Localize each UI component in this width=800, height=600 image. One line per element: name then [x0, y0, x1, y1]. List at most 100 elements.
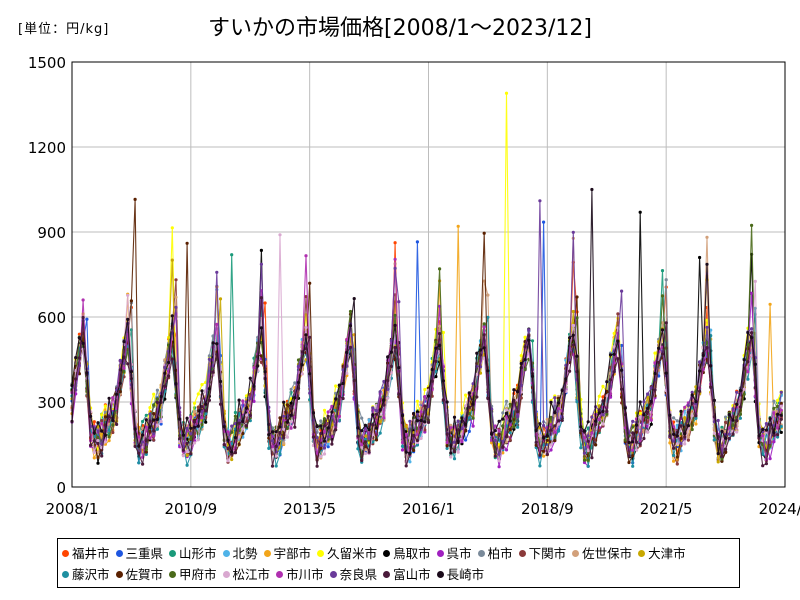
data-point — [664, 371, 668, 375]
data-point — [738, 388, 743, 393]
data-point — [252, 366, 256, 370]
data-point — [389, 364, 393, 368]
data-point — [519, 361, 523, 366]
data-point — [107, 428, 111, 432]
data-point — [549, 443, 553, 447]
data-point — [530, 374, 535, 378]
data-point — [452, 457, 457, 461]
data-point — [100, 454, 104, 458]
data-point — [638, 442, 642, 446]
legend-item: 福井市 — [62, 543, 110, 564]
data-point — [270, 464, 275, 468]
data-point — [761, 464, 765, 468]
data-point — [575, 400, 579, 404]
data-point — [200, 423, 204, 427]
data-point — [512, 425, 516, 429]
data-point — [642, 400, 646, 404]
data-point — [415, 419, 419, 423]
data-point — [337, 414, 341, 418]
data-point — [467, 429, 471, 433]
data-point — [634, 440, 639, 444]
legend-label: 下関市 — [528, 546, 567, 561]
data-point — [445, 444, 449, 448]
legend: 福井市 三重県 山形市 北勢 宇部市 久留米市 鳥取市 呉市 柏市 下関市 佐世保市 大津市藤沢市 佐賀… — [57, 538, 740, 588]
data-point — [400, 448, 405, 452]
data-point — [638, 210, 642, 214]
data-point — [501, 424, 505, 428]
data-point — [750, 331, 754, 335]
data-point — [126, 362, 130, 366]
data-point — [404, 450, 408, 454]
data-point — [419, 425, 423, 429]
data-point — [486, 293, 490, 297]
x-tick-label: 2008/1 — [46, 500, 99, 518]
data-point — [449, 455, 453, 459]
data-point — [267, 446, 271, 450]
data-point — [285, 435, 289, 439]
data-point — [471, 416, 475, 420]
data-point — [230, 452, 234, 456]
x-tick-label: 2024/1 — [759, 500, 800, 518]
data-point — [434, 359, 438, 363]
data-point — [181, 448, 185, 452]
data-point — [660, 269, 665, 273]
data-point — [282, 414, 286, 418]
data-point — [100, 421, 104, 426]
data-point — [456, 450, 460, 454]
data-point — [189, 415, 193, 419]
data-point — [341, 381, 345, 386]
data-point — [77, 336, 81, 340]
data-point — [434, 369, 438, 373]
data-point — [326, 410, 330, 414]
data-point — [144, 438, 148, 442]
data-point — [608, 365, 613, 370]
data-point — [590, 415, 594, 419]
data-point — [579, 425, 583, 429]
data-point — [664, 278, 668, 282]
legend-label: 佐賀市 — [125, 567, 164, 582]
data-point — [404, 432, 408, 437]
data-point — [764, 462, 769, 466]
data-point — [753, 362, 757, 366]
data-point — [568, 336, 572, 340]
data-point — [601, 413, 605, 417]
legend-item: 藤沢市 — [62, 564, 110, 585]
data-point — [516, 390, 520, 394]
legend-item: 柏市 — [477, 543, 513, 564]
data-point — [438, 343, 442, 348]
data-point — [244, 394, 249, 398]
data-point — [263, 370, 267, 374]
data-point — [731, 418, 735, 422]
data-point — [185, 463, 189, 467]
data-point — [345, 350, 349, 355]
data-point — [668, 413, 672, 417]
legend-swatch — [383, 550, 391, 557]
data-point — [341, 396, 345, 401]
data-point — [556, 401, 561, 405]
data-point — [304, 333, 308, 337]
data-point — [608, 353, 613, 357]
data-point — [649, 399, 653, 403]
data-point — [334, 397, 338, 401]
data-point — [237, 418, 241, 422]
data-point — [393, 313, 397, 317]
data-point — [482, 322, 486, 326]
data-point — [779, 417, 783, 421]
data-point — [724, 447, 728, 451]
data-point — [579, 429, 583, 433]
data-point — [308, 281, 312, 285]
data-point — [389, 339, 393, 343]
data-point — [100, 429, 104, 433]
data-point — [486, 315, 490, 319]
data-point — [482, 231, 486, 235]
data-point — [538, 464, 542, 468]
data-point — [560, 418, 564, 422]
data-point — [620, 387, 624, 391]
data-point — [612, 352, 616, 356]
data-point — [363, 451, 367, 456]
data-point — [92, 456, 96, 460]
legend-item: 松江市 — [222, 564, 270, 585]
data-point — [672, 416, 676, 420]
legend-swatch — [572, 550, 580, 557]
legend-item: 佐世保市 — [572, 543, 632, 564]
